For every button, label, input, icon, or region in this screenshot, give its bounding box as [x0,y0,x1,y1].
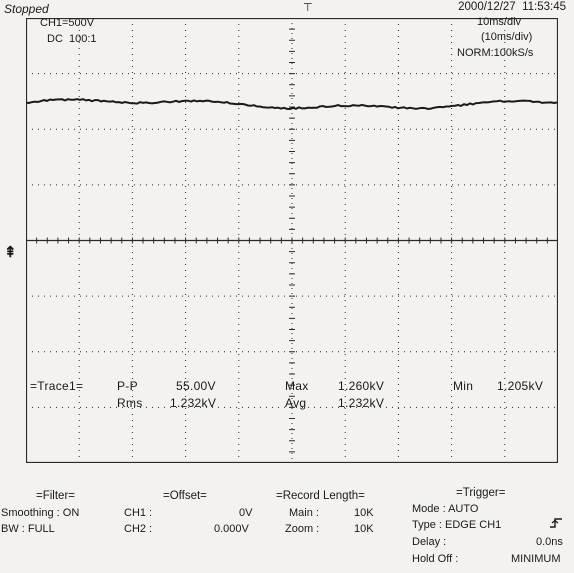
ch1-trace [26,99,557,109]
pp-label: P-P [117,380,138,392]
rms-value: 1.232kV [170,397,216,409]
timebase-secondary: (10ms/div) [481,32,532,43]
record-zoom-label: Zoom : [285,524,319,535]
acquisition-rate: NORM:100kS/s [457,48,533,59]
record-main-value[interactable]: 10K [354,508,374,519]
rising-edge-icon [549,517,563,529]
channel-coupling: DC 100:1 [47,34,97,45]
offset-ch1-label: CH1 : [124,508,152,519]
offset-title: =Offset= [163,491,207,503]
offset-ch2-value[interactable]: 0.000V [214,524,249,535]
smoothing-setting[interactable]: Smoothing : ON [1,508,79,519]
min-value: 1.205kV [497,380,543,392]
filter-title: =Filter= [36,491,75,503]
timebase: 10ms/div [477,17,521,28]
bandwidth-setting[interactable]: BW : FULL [1,524,55,535]
trigger-holdoff-value[interactable]: MINIMUM [511,554,561,565]
offset-ch2-label: CH2 : [124,524,152,535]
trigger-title: =Trigger= [456,488,505,500]
record-length-title: =Record Length= [276,491,365,503]
trigger-delay-value[interactable]: 0.0ns [536,537,563,548]
offset-ch1-value[interactable]: 0V [239,508,252,519]
trigger-delay-label: Delay : [412,537,446,548]
avg-value: 1.232kV [338,397,384,409]
timestamp: 2000/12/27 11:53:45 [458,2,566,14]
rms-label: Rms [117,397,143,409]
record-main-label: Main : [289,508,319,519]
max-label: Max [285,380,309,392]
pp-value: 55.00V [176,380,216,392]
acquisition-status: Stopped [4,3,49,15]
trigger-position-marker: ⊤ [303,1,313,14]
min-label: Min [453,380,473,392]
avg-label: Avg [285,397,306,409]
trigger-mode[interactable]: Mode : AUTO [412,504,478,515]
trace-label: =Trace1= [30,380,83,392]
trigger-holdoff-label: Hold Off : [412,554,458,565]
ground-marker[interactable]: ⇞ [4,243,17,261]
channel-scale: CH1=500V [40,18,94,29]
trigger-type[interactable]: Type : EDGE CH1 [412,520,501,531]
record-zoom-value[interactable]: 10K [354,524,374,535]
max-value: 1.260kV [338,380,384,392]
